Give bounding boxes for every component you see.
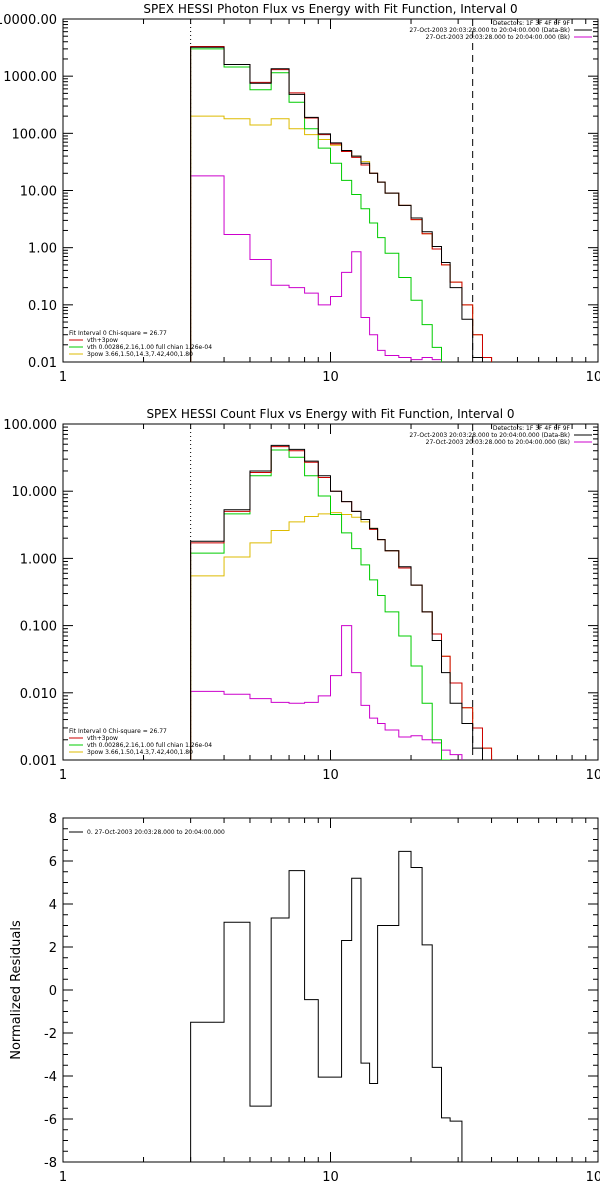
legend-left-text: vth 0.00286,2.16,1.00 full chian 1.26e-0… xyxy=(87,344,212,351)
legend-right-text: 27-Oct-2003 20:03:28.000 to 20:04:00.000… xyxy=(426,34,570,41)
x-tick-label: 100 xyxy=(586,1170,600,1185)
legend-right-text: 27-Oct-2003 20:03:28.000 to 20:04:00.000… xyxy=(409,27,570,34)
series-data-bk xyxy=(190,46,483,362)
x-tick-label: 10 xyxy=(322,370,339,385)
chart-title: SPEX HESSI Count Flux vs Energy with Fit… xyxy=(146,407,514,421)
x-tick-label: 10 xyxy=(322,1170,339,1185)
x-tick-label: 1 xyxy=(59,1170,67,1185)
x-tick-label: 1 xyxy=(59,370,67,385)
y-tick-label: 0 xyxy=(49,984,57,999)
y-tick-label: 100.00 xyxy=(12,127,58,142)
series-vth-3pow xyxy=(190,46,493,362)
legend-right-text: Detectors: 1F 3F 4F 6F 9F xyxy=(493,20,571,27)
y-axis-label: Normalized Residuals xyxy=(9,920,24,1060)
legend-left-text: Fit Interval 0 Chi-square = 26.77 xyxy=(69,330,167,337)
y-tick-label: 100.000 xyxy=(3,418,57,433)
legend-left-text: 0. 27-Oct-2003 20:03:28.000 to 20:04:00.… xyxy=(87,829,225,836)
y-tick-label: -4 xyxy=(44,1070,57,1085)
plot-frame xyxy=(62,423,599,761)
series-bk xyxy=(190,625,463,760)
x-tick-label: 100 xyxy=(586,370,600,385)
y-tick-label: 2 xyxy=(49,941,57,956)
y-tick-label: 4 xyxy=(49,898,57,913)
legend-left-text: vth+3pow xyxy=(87,337,118,344)
panel-3: 1 10 100 -8 -6 -4 -2 0 2 4 6 8 Normalized Residuals 0… xyxy=(9,812,600,1185)
y-tick-label: 0.100 xyxy=(20,620,57,635)
y-tick-label: 6 xyxy=(49,855,57,870)
series-data-bk xyxy=(190,444,483,760)
legend-right-text: 27-Oct-2003 20:03:28.000 to 20:04:00.000… xyxy=(409,432,570,439)
legend-right-text: 27-Oct-2003 20:03:28.000 to 20:04:00.000… xyxy=(426,439,570,446)
series-vth xyxy=(190,48,443,362)
y-tick-label: -8 xyxy=(44,1156,57,1171)
x-tick-label: 1 xyxy=(59,768,67,783)
series-vth xyxy=(190,449,451,760)
panel-1: SPEX HESSI Photon Flux vs Energy with Fi… xyxy=(0,2,600,385)
chart-title: SPEX HESSI Photon Flux vs Energy with Fi… xyxy=(143,2,517,16)
plot-frame xyxy=(62,18,599,363)
legend-right-text: Detectors: 1F 3F 4F 6F 9F xyxy=(493,425,571,432)
y-tick-label: 10000.00 xyxy=(0,13,57,28)
y-tick-label: 10.00 xyxy=(20,185,57,200)
y-tick-label: 1000.00 xyxy=(3,70,57,85)
y-tick-label: 0.01 xyxy=(28,356,57,371)
plot-frame xyxy=(62,817,599,1163)
series-bk xyxy=(190,175,443,362)
series-vth-3pow xyxy=(190,446,493,760)
legend-left-text: vth+3pow xyxy=(87,735,118,742)
y-tick-label: 1.00 xyxy=(28,242,57,257)
y-tick-label: 0.010 xyxy=(20,687,57,702)
y-tick-label: -2 xyxy=(44,1027,57,1042)
series-3pow xyxy=(190,115,493,362)
panel-2: SPEX HESSI Count Flux vs Energy with Fit… xyxy=(3,407,600,783)
legend-left-text: 3pow 3.66,1.50,14.3,7.42,400,1.80 xyxy=(87,351,193,358)
y-tick-label: 10.000 xyxy=(12,485,58,500)
legend-left-text: vth 0.00286,2.16,1.00 full chian 1.26e-0… xyxy=(87,742,212,749)
y-tick-label: 1.000 xyxy=(20,552,57,567)
y-tick-label: 0.001 xyxy=(20,754,57,769)
y-tick-label: -6 xyxy=(44,1113,57,1128)
y-tick-label: 0.10 xyxy=(28,299,57,314)
series-0-27-oct-2003-20-03-28-000-to-20-04-00-000 xyxy=(190,850,473,1162)
x-tick-label: 100 xyxy=(586,768,600,783)
y-tick-label: 8 xyxy=(49,812,57,827)
x-tick-label: 10 xyxy=(322,768,339,783)
legend-left-text: 3pow 3.66,1.50,14.3,7.42,400,1.80 xyxy=(87,749,193,756)
legend-left-text: Fit Interval 0 Chi-square = 26.77 xyxy=(69,728,167,735)
